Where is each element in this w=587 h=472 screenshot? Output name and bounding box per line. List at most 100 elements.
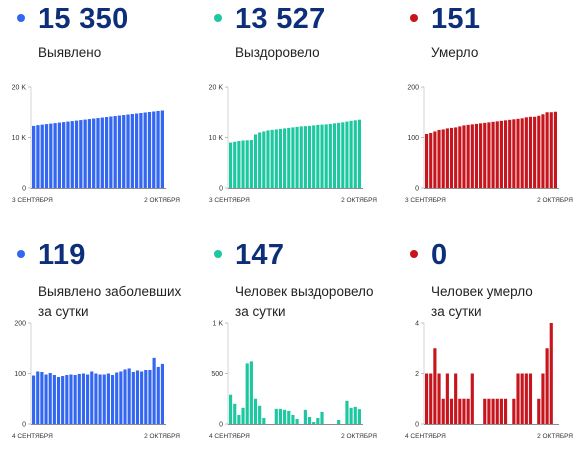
- bar: [233, 141, 237, 188]
- x-end-label: 2 ОКТЯБРЯ: [341, 433, 377, 440]
- panel-recovered-total: 13 527 Выздоровело 0 10 K 20 K 3 СЕНТЯБРЯ 2 …: [197, 0, 387, 236]
- bar: [495, 121, 499, 188]
- bar: [491, 121, 495, 188]
- x-end-label: 2 ОКТЯБРЯ: [537, 197, 573, 204]
- bar: [520, 373, 524, 424]
- bar-chart-deaths-daily: 0 2 4 4 СЕНТЯБРЯ 2 ОКТЯБРЯ: [405, 321, 573, 441]
- bar: [537, 115, 541, 188]
- bar: [115, 372, 119, 424]
- bar-chart-recovered-daily: 0 500 1 K 4 СЕНТЯБРЯ 2 ОКТЯБРЯ: [209, 321, 377, 441]
- bar: [258, 132, 262, 188]
- x-start-label: 4 СЕНТЯБРЯ: [405, 433, 446, 440]
- bar: [445, 128, 449, 188]
- bar: [307, 125, 312, 188]
- bar: [44, 374, 48, 424]
- bar: [237, 141, 241, 188]
- bar: [249, 140, 253, 188]
- stat-value: 119: [38, 239, 86, 271]
- bar: [345, 121, 349, 188]
- bar: [152, 357, 156, 424]
- y-tick-label: 4: [415, 321, 419, 328]
- bar: [528, 373, 533, 424]
- bar: [87, 119, 92, 188]
- bar: [56, 377, 61, 424]
- bar: [345, 400, 349, 424]
- panel-detected-daily: 119 Выявлено заболевших за сутки 0 100 200…: [0, 236, 190, 472]
- bar: [303, 126, 307, 188]
- bar: [470, 124, 474, 188]
- bar: [541, 114, 545, 188]
- bar: [32, 125, 36, 188]
- bar: [241, 140, 245, 188]
- bar: [295, 418, 299, 424]
- stat-label-line: Умерло: [431, 45, 479, 60]
- stat-label-line: за сутки: [38, 304, 89, 319]
- stat-label-line: за сутки: [235, 304, 286, 319]
- x-start-label: 4 СЕНТЯБРЯ: [209, 433, 250, 440]
- bar: [148, 369, 152, 424]
- bar: [253, 134, 258, 188]
- bar: [70, 121, 74, 188]
- bar: [126, 114, 130, 188]
- bar: [291, 414, 295, 424]
- bar: [512, 398, 516, 424]
- bar: [512, 119, 516, 188]
- bar: [487, 122, 491, 188]
- bar: [253, 398, 258, 424]
- bar: [62, 122, 66, 188]
- bar: [324, 124, 328, 188]
- y-tick-label: 10 K: [12, 135, 27, 142]
- bar: [270, 129, 274, 188]
- bar: [74, 120, 79, 188]
- stat-label: Выявлено: [38, 43, 101, 63]
- bar: [104, 117, 109, 188]
- bar: [528, 116, 533, 188]
- bar: [287, 127, 291, 188]
- bar: [303, 409, 307, 424]
- bar: [487, 398, 491, 424]
- bar: [147, 111, 152, 188]
- y-tick-label: 0: [22, 186, 26, 193]
- bar: [152, 111, 156, 188]
- bar: [429, 373, 433, 424]
- bar: [81, 373, 86, 424]
- stat-value: 147: [235, 239, 285, 271]
- panel-deaths-total: 151 Умерло 0 100 200 3 СЕНТЯБРЯ 2 ОКТЯБРЯ: [393, 0, 583, 236]
- y-tick-label: 1 K: [212, 321, 223, 328]
- bar: [283, 409, 287, 424]
- bar: [241, 407, 245, 424]
- bar-chart-recovered-total: 0 10 K 20 K 3 СЕНТЯБРЯ 2 ОКТЯБРЯ: [209, 85, 378, 205]
- bar: [36, 371, 40, 424]
- bar: [353, 406, 357, 424]
- bar: [349, 120, 353, 188]
- x-end-label: 2 ОКТЯБРЯ: [144, 197, 180, 204]
- bar: [429, 132, 433, 188]
- bar: [32, 375, 36, 424]
- y-tick-label: 0: [22, 422, 26, 429]
- bar: [545, 112, 549, 188]
- bar: [52, 375, 56, 424]
- series-dot-icon: [214, 250, 222, 258]
- bar: [53, 123, 57, 188]
- bar: [140, 371, 144, 424]
- bar: [113, 116, 117, 188]
- bar: [86, 374, 90, 424]
- bar: [449, 127, 454, 188]
- stat-label-line: Человек умерло: [431, 284, 533, 299]
- bar: [537, 398, 541, 424]
- stat-value: 151: [431, 3, 481, 35]
- bar: [458, 126, 462, 188]
- bar: [237, 414, 241, 424]
- x-end-label: 2 ОКТЯБРЯ: [144, 433, 180, 440]
- y-tick-label: 20 K: [12, 85, 27, 92]
- x-end-label: 2 ОКТЯБРЯ: [341, 197, 377, 204]
- x-start-label: 3 СЕНТЯБРЯ: [12, 197, 53, 204]
- bar: [262, 131, 266, 188]
- bar: [516, 118, 520, 188]
- bar: [312, 125, 316, 188]
- bar: [106, 373, 110, 424]
- stat-label: Человек умерло за сутки: [431, 282, 533, 322]
- bar: [458, 398, 462, 424]
- bar: [553, 111, 557, 188]
- bar: [291, 127, 295, 188]
